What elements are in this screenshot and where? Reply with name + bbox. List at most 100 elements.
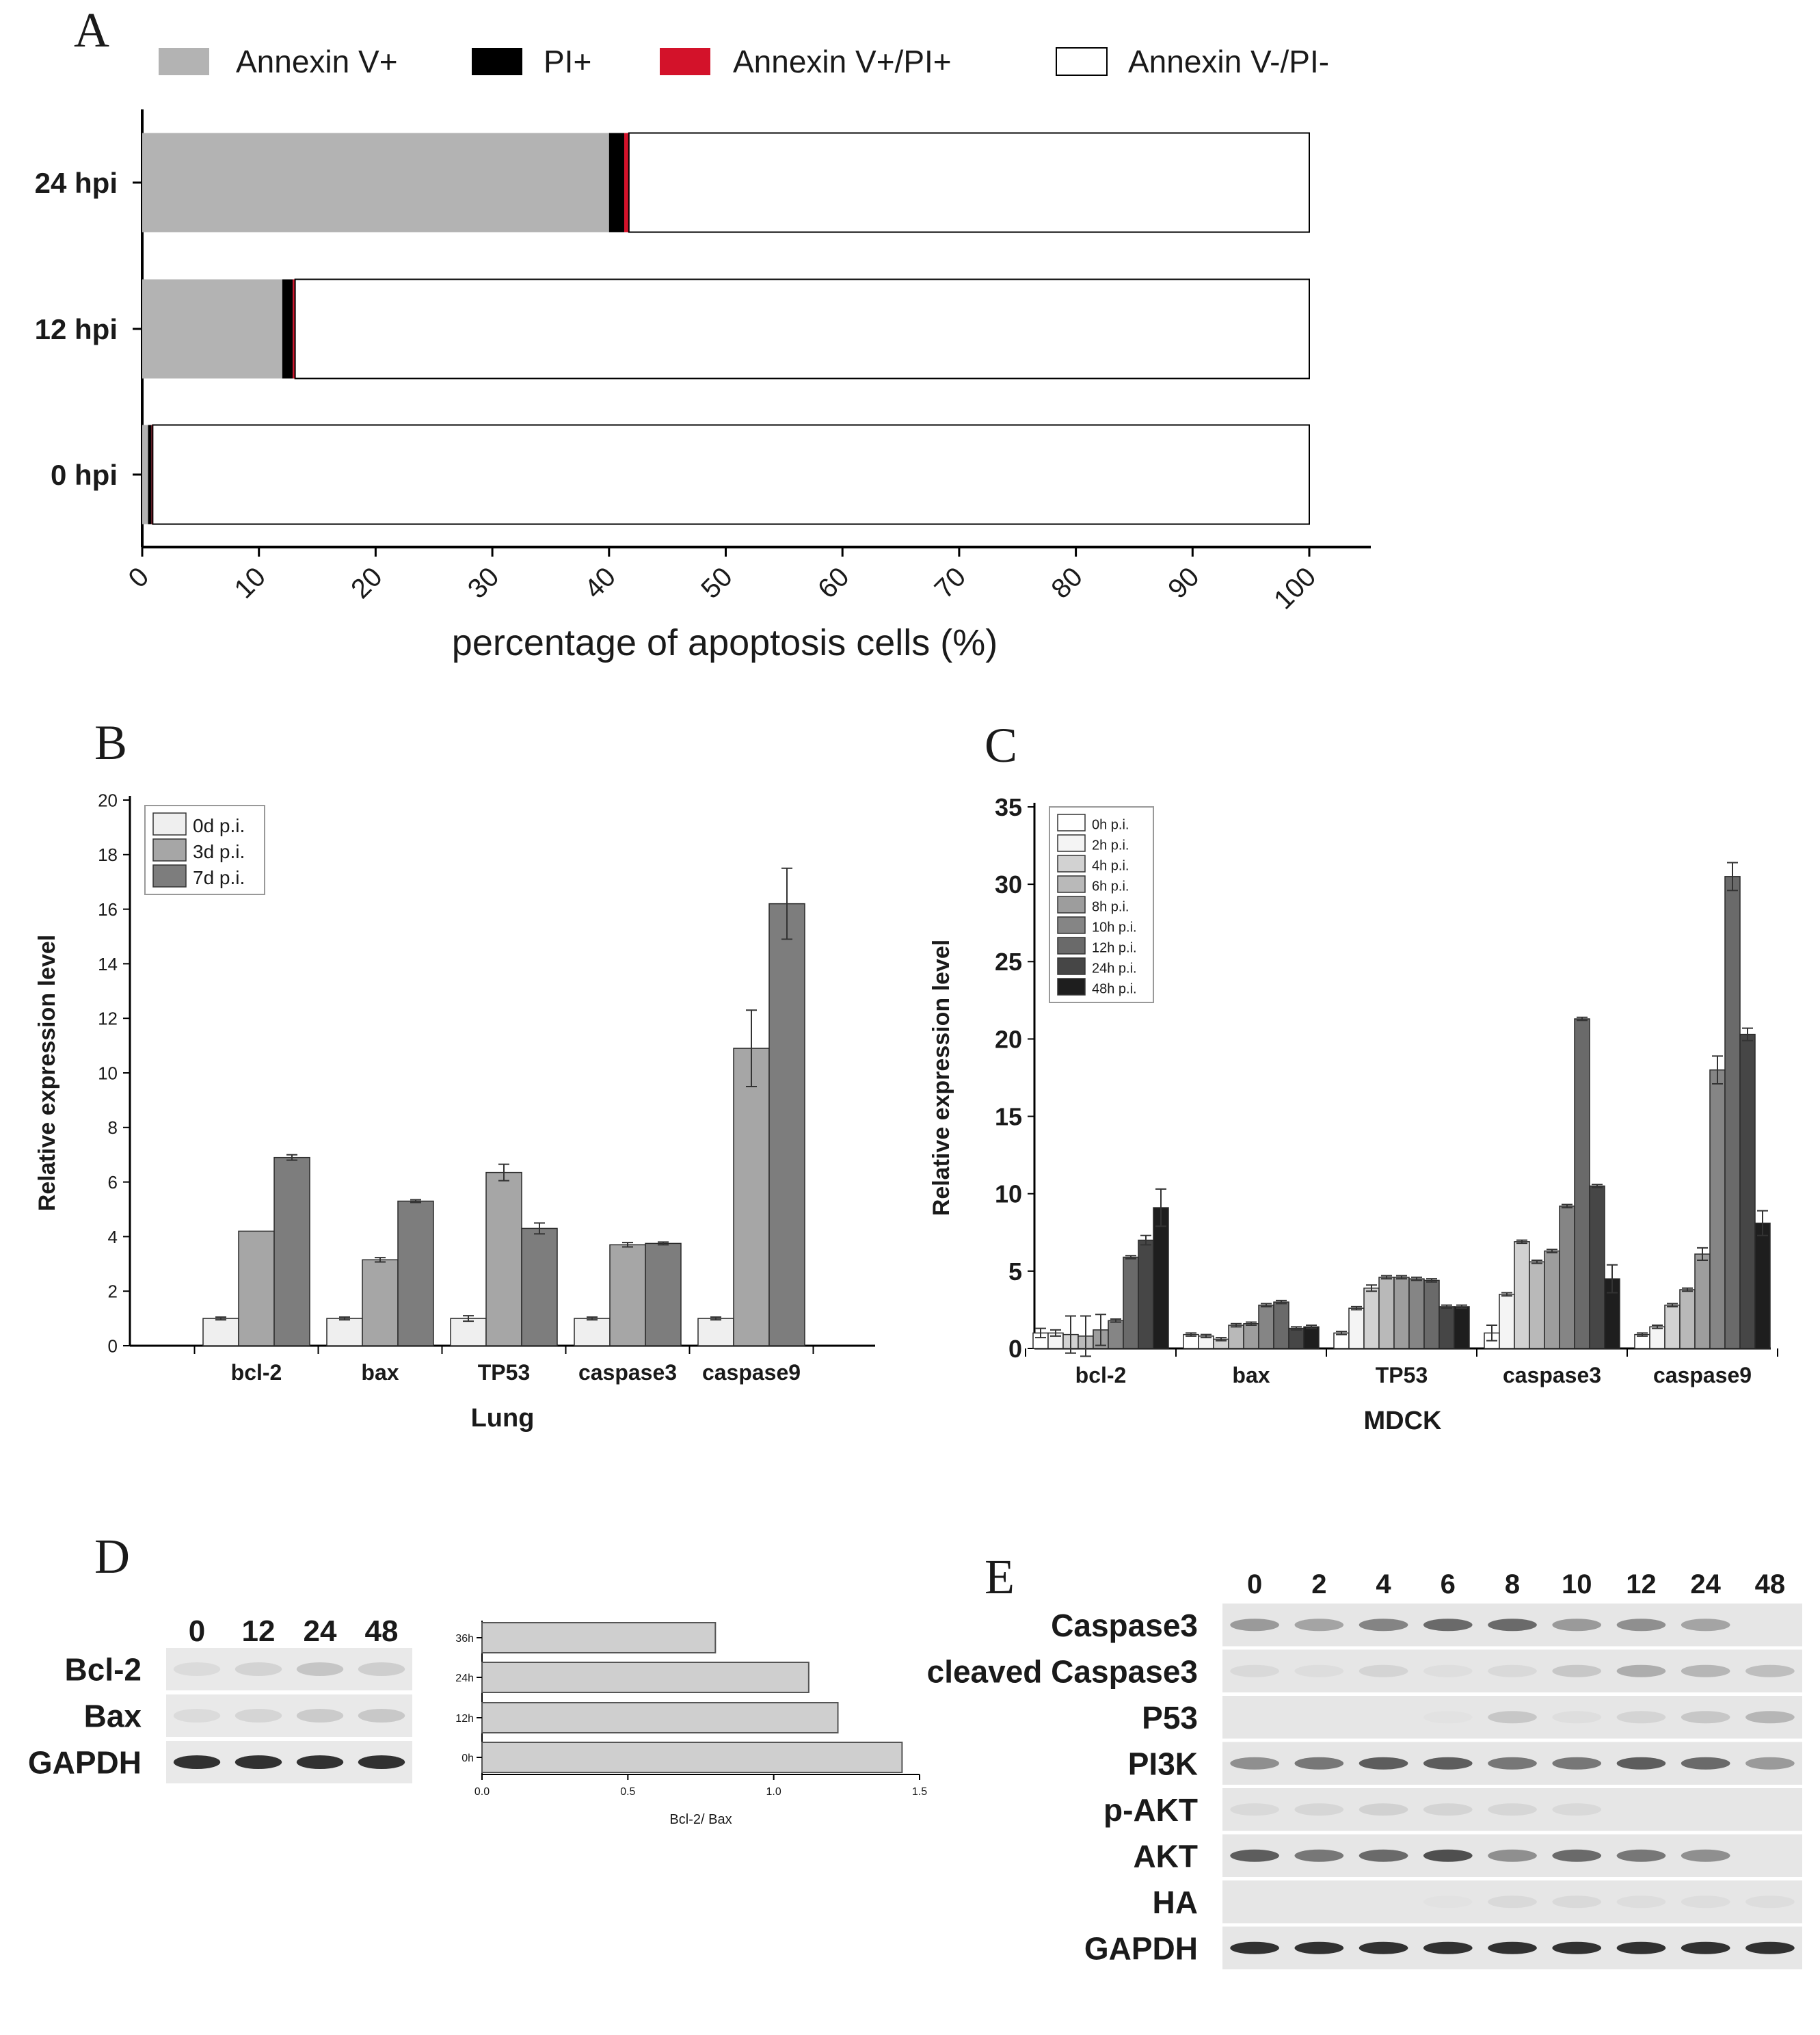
band-cleaved-caspase3-6 xyxy=(1423,1664,1473,1677)
band-bcl-2-48 xyxy=(358,1662,405,1676)
legend-label-2h-p-i: 2h p.i. xyxy=(1092,838,1129,853)
x-tick-label-bax: bax xyxy=(361,1360,399,1385)
error-bar-caspase9-10h-p-i xyxy=(1712,1055,1723,1085)
error-bar-caspase9-0d-p-i xyxy=(710,1316,721,1321)
band-p-akt-4 xyxy=(1359,1803,1408,1816)
band-p-akt-0 xyxy=(1230,1803,1279,1816)
band-caspase3-8 xyxy=(1488,1619,1537,1632)
x-tick-label: 1.0 xyxy=(766,1786,781,1798)
legend-label-annexin-v-pi: Annexin V+/PI+ xyxy=(733,44,952,79)
x-tick-label-bcl-2: bcl-2 xyxy=(1075,1363,1127,1387)
legend-swatch-8h-p-i xyxy=(1057,896,1086,914)
bar-caspase3-0d-p-i xyxy=(574,1318,611,1346)
panel-a-stacked-bar-chart: Annexin V+ PI+ Annexin V+/PI+ Annexin V-/PI… xyxy=(35,44,1371,663)
band-p-akt-8 xyxy=(1488,1803,1537,1816)
x-tick-label-caspase3: caspase3 xyxy=(1503,1363,1601,1387)
legend-swatch-4h-p-i xyxy=(1057,855,1086,873)
bar-24-hpi-annexin-v-pi xyxy=(624,133,629,232)
band-ha-10 xyxy=(1552,1896,1602,1908)
band-p53-24 xyxy=(1681,1711,1730,1724)
error-bar-caspase3-2h-p-i xyxy=(1501,1292,1512,1297)
bar-tp53-7d-p-i xyxy=(521,1227,558,1346)
band-caspase3-4 xyxy=(1359,1619,1408,1632)
legend-label-pi: PI+ xyxy=(544,44,591,79)
error-bar-tp53-2h-p-i xyxy=(1351,1305,1362,1311)
x-tick-label-tp53: TP53 xyxy=(478,1360,530,1385)
band-bcl-2-12 xyxy=(235,1662,282,1676)
error-bar-bax-10h-p-i xyxy=(1261,1303,1272,1307)
band-bax-0 xyxy=(173,1709,221,1723)
legend-label-12h-p-i: 12h p.i. xyxy=(1092,941,1137,956)
band-cleaved-caspase3-4 xyxy=(1359,1664,1408,1677)
legend-label-4h-p-i: 4h p.i. xyxy=(1092,859,1129,874)
bar-bcl-2-24h-p-i xyxy=(1138,1239,1154,1349)
error-bar-caspase3-8h-p-i xyxy=(1547,1249,1557,1253)
band-ha-6 xyxy=(1423,1896,1473,1908)
band-pi3k-48 xyxy=(1745,1757,1795,1770)
error-bar-caspase9-12h-p-i xyxy=(1727,862,1738,892)
lane-label-48: 48 xyxy=(365,1614,399,1648)
y-tick-label-36h: 36h xyxy=(455,1633,474,1645)
x-tick-label: 0.0 xyxy=(474,1786,490,1798)
bar-caspase3-3d-p-i xyxy=(609,1244,646,1346)
band-p53-8 xyxy=(1488,1711,1537,1724)
panel-b-lung-bar-chart: 0 2 4 6 8 10 12 14 16 18 20 bcl-2 bax TP53 caspase3 cas… xyxy=(34,790,875,1433)
legend-label-7d-p-i: 7d p.i. xyxy=(193,867,245,888)
error-bar-bcl-2-24h-p-i xyxy=(1140,1234,1151,1246)
band-pi3k-2 xyxy=(1294,1757,1344,1770)
band-gapdh-8 xyxy=(1488,1941,1537,1954)
y-tick-label: 14 xyxy=(98,954,118,974)
legend-swatch-3d-p-i xyxy=(152,838,187,862)
row-label-cleaved-caspase3: cleaved Caspase3 xyxy=(927,1653,1198,1689)
panel-c-letter: C xyxy=(985,718,1017,773)
y-axis-title: Relative expression level xyxy=(34,935,60,1211)
bar-12-hpi-annexin-v xyxy=(142,279,282,379)
band-bcl-2-24 xyxy=(296,1662,344,1676)
error-bar-bax-7d-p-i xyxy=(410,1199,421,1203)
band-p-akt-10 xyxy=(1552,1803,1602,1816)
bar-caspase9-2h-p-i xyxy=(1649,1326,1665,1349)
y-tick-label: 18 xyxy=(98,844,118,865)
y-tick-label: 0 xyxy=(1008,1335,1022,1363)
y-tick-label: 20 xyxy=(995,1025,1022,1053)
band-akt-4 xyxy=(1359,1849,1408,1862)
error-bar-bax-8h-p-i xyxy=(1246,1321,1257,1327)
error-bar-caspase3-4h-p-i xyxy=(1516,1239,1527,1245)
lane-label-12: 12 xyxy=(242,1614,276,1648)
row-label-bax: Bax xyxy=(84,1699,142,1734)
y-tick-label: 10 xyxy=(98,1063,118,1083)
bar-tp53-2h-p-i xyxy=(1348,1307,1365,1349)
error-bar-tp53-4h-p-i xyxy=(1366,1284,1377,1292)
bar-24-hpi-annexin-v-pi xyxy=(628,132,1310,233)
bar-caspase9-7d-p-i xyxy=(768,903,805,1346)
y-tick-label: 5 xyxy=(1008,1258,1022,1286)
band-gapdh-10 xyxy=(1552,1941,1602,1954)
y-tick-label-24h: 24h xyxy=(455,1673,474,1684)
error-bar-bax-24h-p-i xyxy=(1291,1326,1302,1331)
x-axis-title: MDCK xyxy=(1364,1407,1443,1435)
y-tick-label: 12 xyxy=(98,1009,118,1029)
legend-label-0d-p-i: 0d p.i. xyxy=(193,815,245,836)
y-tick-label: 16 xyxy=(98,899,118,920)
bar-tp53-6h-p-i xyxy=(1378,1277,1395,1349)
y-axis-title: Relative expression level xyxy=(928,940,954,1216)
band-pi3k-6 xyxy=(1423,1757,1473,1770)
error-bar-tp53-8h-p-i xyxy=(1396,1275,1407,1280)
band-caspase3-24 xyxy=(1681,1619,1730,1632)
band-caspase3-2 xyxy=(1294,1619,1344,1632)
error-bar-caspase3-0h-p-i xyxy=(1486,1325,1497,1342)
y-tick-label: 20 xyxy=(98,790,118,810)
band-gapdh-0 xyxy=(1230,1941,1279,1954)
bar-bax-10h-p-i xyxy=(1258,1304,1274,1349)
error-bar-bcl-2-6h-p-i xyxy=(1080,1315,1091,1357)
error-bar-caspase9-0h-p-i xyxy=(1637,1332,1648,1337)
bar-0-hpi-pi xyxy=(148,425,152,524)
bar-tp53-48h-p-i xyxy=(1454,1306,1470,1349)
error-bar-caspase3-10h-p-i xyxy=(1562,1203,1573,1209)
bar-0-hpi-annexin-v xyxy=(142,425,148,524)
error-bar-bax-2h-p-i xyxy=(1201,1333,1212,1339)
y-tick-label: 25 xyxy=(995,948,1022,976)
band-cleaved-caspase3-48 xyxy=(1745,1664,1795,1677)
lane-label-0: 0 xyxy=(189,1614,205,1648)
